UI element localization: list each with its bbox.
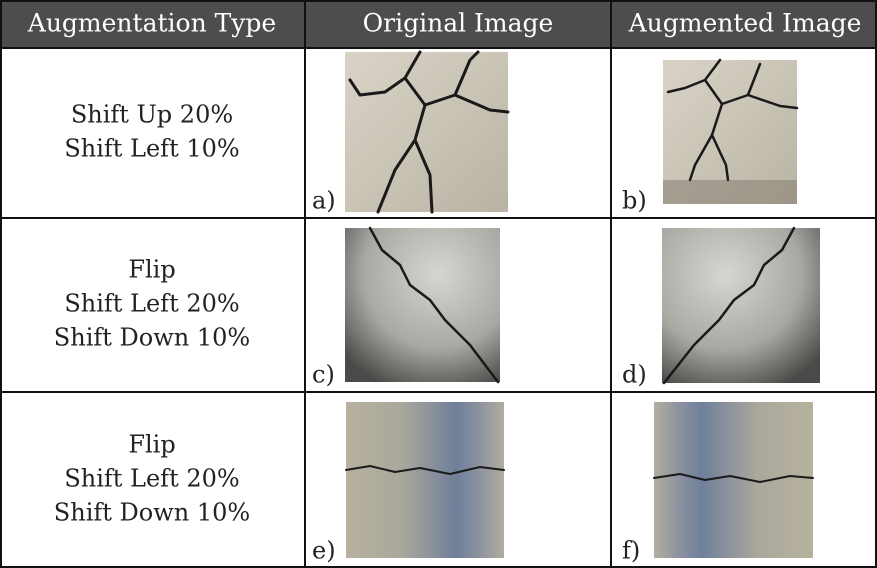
- augmentation-type: Shift Left 20%: [64, 290, 239, 318]
- image-label: a): [312, 187, 336, 215]
- table: Augmentation Type Original Image Augment…: [0, 0, 877, 568]
- augmentation-type: Shift Left 10%: [64, 135, 239, 163]
- original-image: [346, 402, 504, 558]
- augmentation-type: Shift Down 10%: [54, 324, 250, 352]
- header-cell: Augmentation Type: [27, 9, 276, 38]
- image-label: c): [312, 361, 335, 389]
- image-label: e): [312, 537, 336, 565]
- image-label: d): [622, 361, 647, 389]
- image-label: f): [622, 537, 640, 565]
- augmented-image: [654, 402, 813, 558]
- augmentation-type: Shift Left 20%: [64, 465, 239, 493]
- augmented-image: [662, 228, 820, 383]
- augmented-image: [663, 60, 797, 204]
- augmentation-type: Flip: [128, 431, 175, 459]
- header-cell: Augmented Image: [628, 9, 862, 38]
- original-image: [345, 228, 500, 382]
- augmentation-type: Shift Up 20%: [71, 101, 233, 129]
- header-cell: Original Image: [363, 9, 554, 38]
- original-image: [345, 52, 508, 212]
- image-label: b): [622, 187, 647, 215]
- augmentation-type: Shift Down 10%: [54, 499, 250, 527]
- augmentation-type: Flip: [128, 256, 175, 284]
